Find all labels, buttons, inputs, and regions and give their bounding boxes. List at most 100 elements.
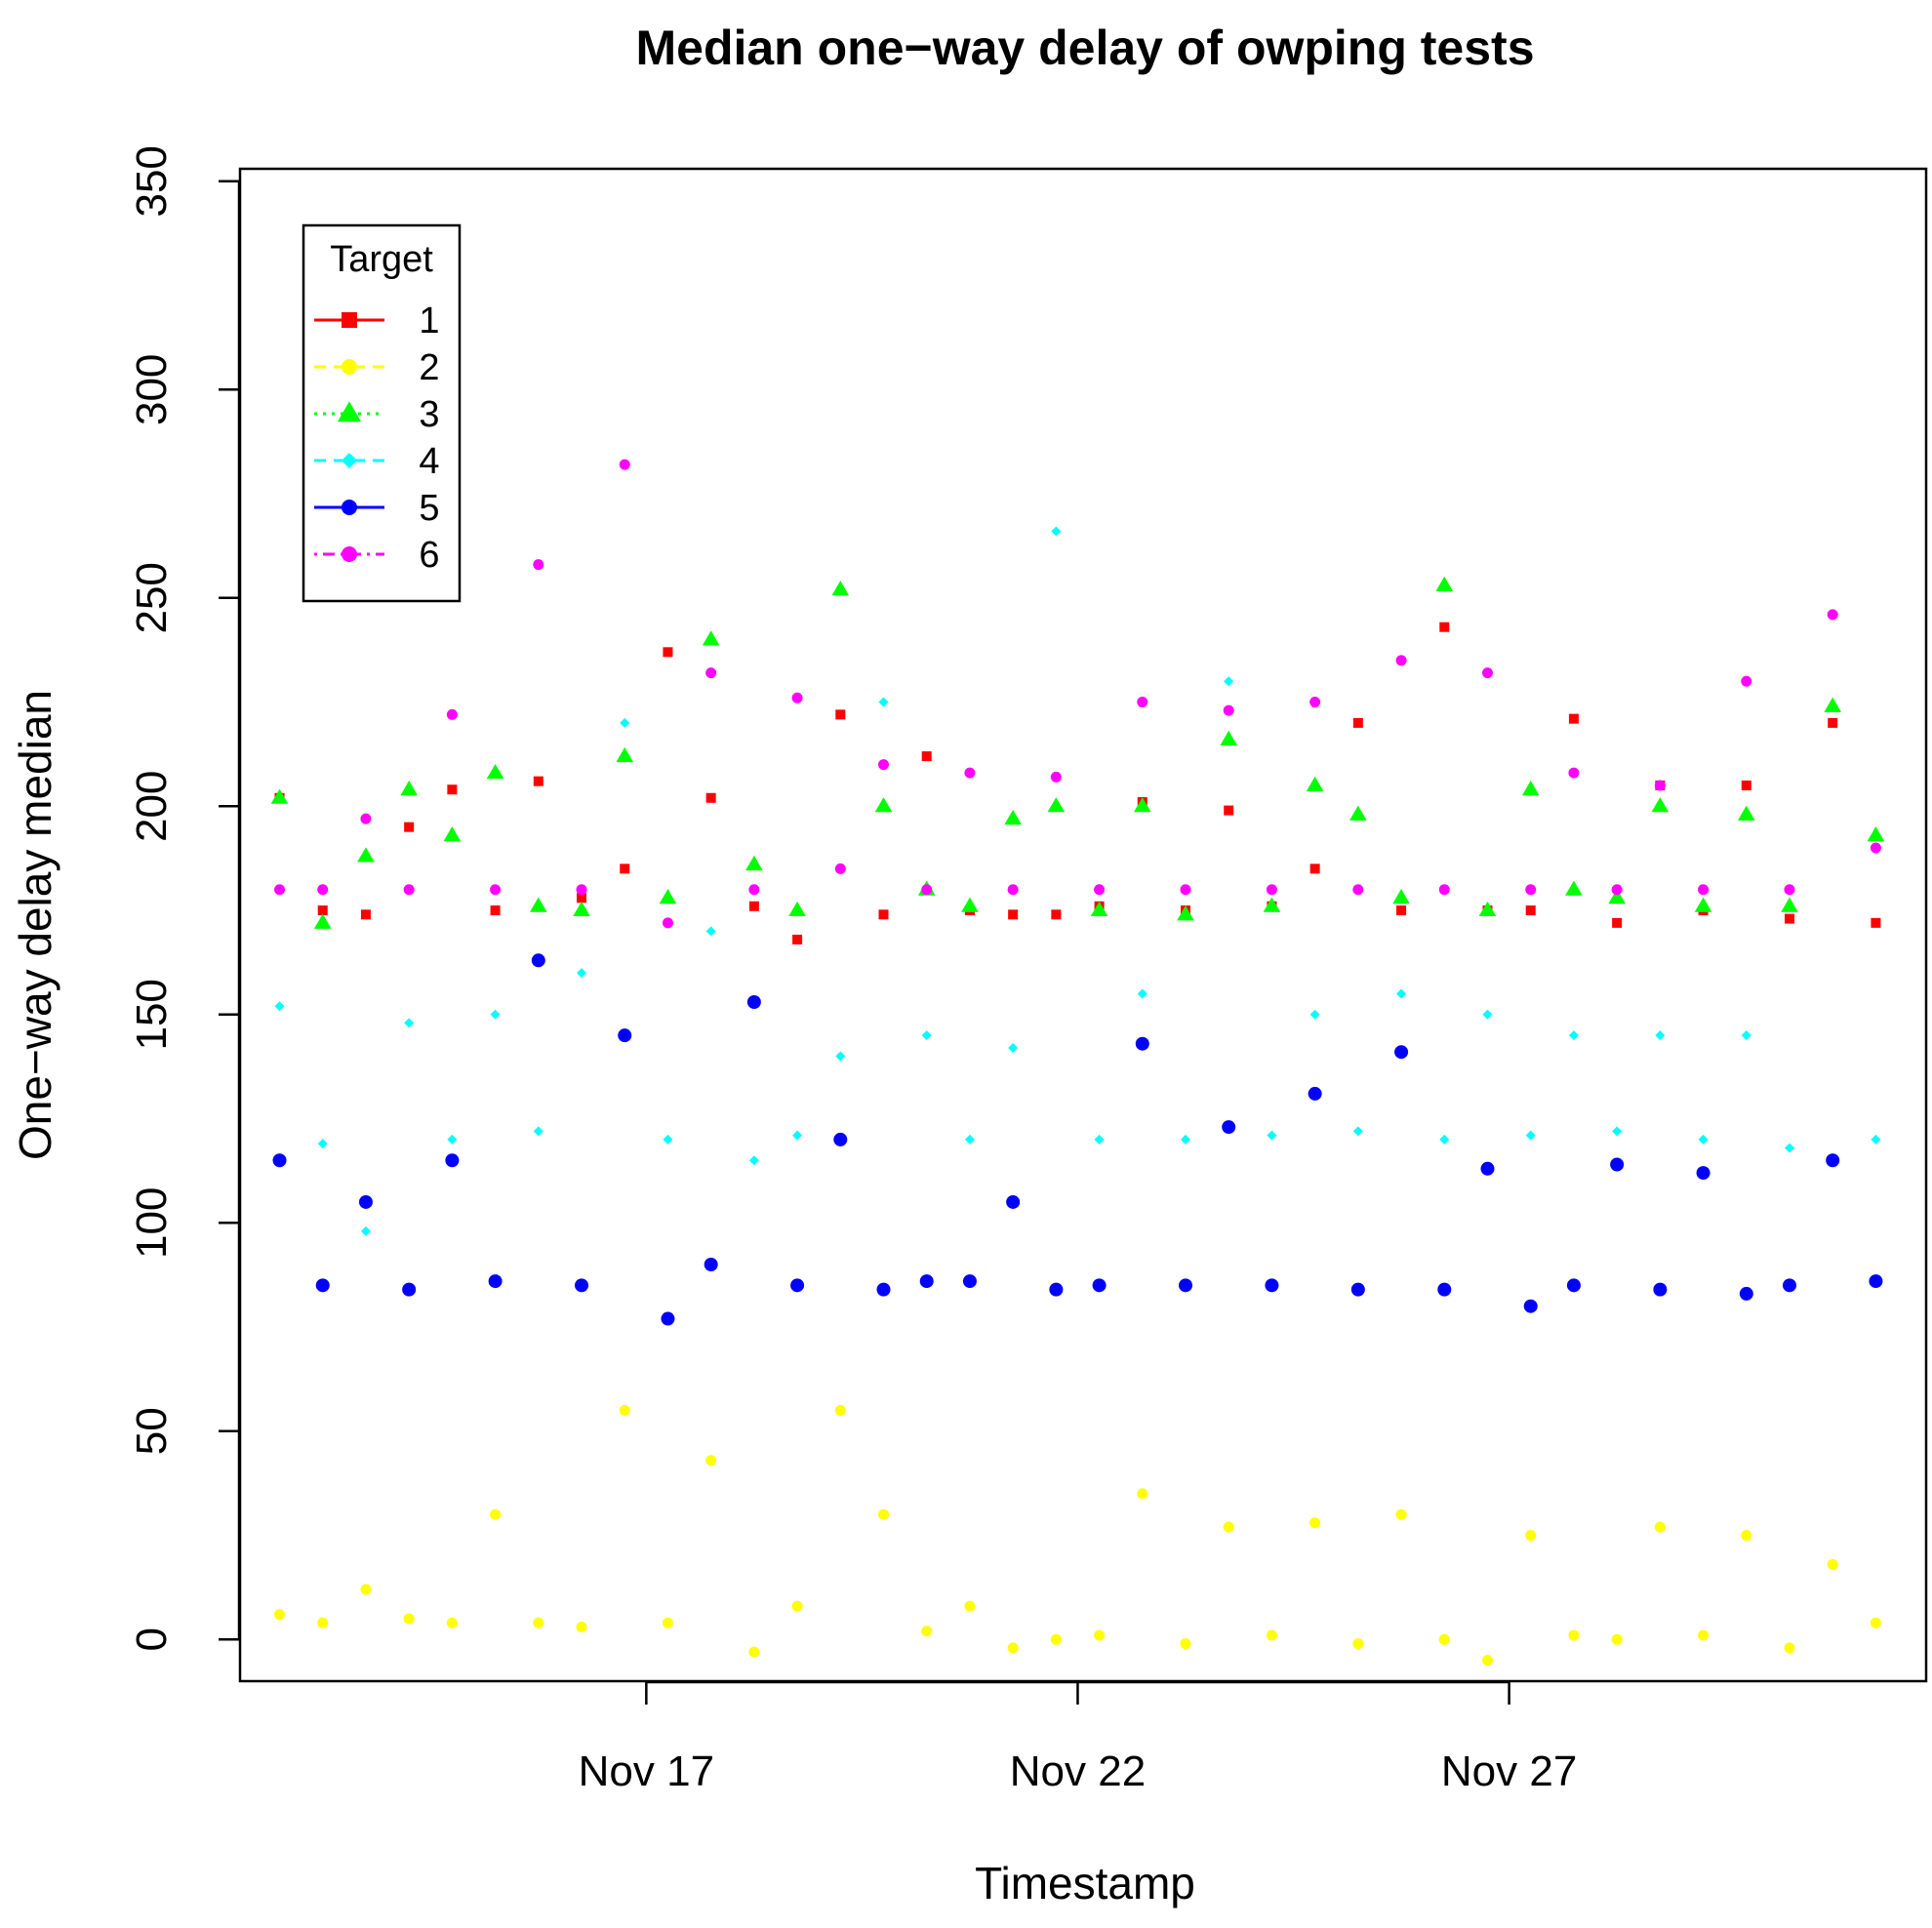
legend: Target 1 2 3 4 5 6	[302, 223, 462, 603]
data-point	[1223, 704, 1234, 716]
data-point	[620, 864, 630, 874]
data-point	[403, 1613, 415, 1625]
data-point	[446, 708, 458, 720]
data-point	[490, 1009, 501, 1020]
data-point	[488, 1274, 503, 1289]
data-point	[1610, 1157, 1625, 1172]
data-point	[317, 905, 328, 916]
data-point	[1309, 1517, 1321, 1529]
data-point	[573, 901, 590, 917]
data-point	[1698, 1629, 1710, 1641]
data-point	[577, 893, 587, 904]
data-point	[1007, 884, 1019, 896]
data-point	[272, 1153, 287, 1168]
data-point	[1394, 1045, 1409, 1060]
data-point	[1781, 897, 1798, 912]
data-point	[1309, 697, 1321, 708]
legend-entry: 6	[314, 535, 440, 576]
data-point	[1439, 1134, 1450, 1145]
data-point	[1525, 905, 1536, 916]
y-axis-title: One−way delay median	[10, 690, 60, 1160]
data-point	[619, 1404, 630, 1416]
data-point	[1137, 1488, 1148, 1500]
data-point	[402, 1282, 417, 1297]
data-point	[878, 1508, 890, 1520]
data-point	[662, 1617, 673, 1628]
data-point	[1525, 1130, 1536, 1141]
data-point	[791, 1600, 803, 1612]
data-point	[748, 901, 759, 911]
legend-box	[302, 223, 462, 603]
legend-label: 1	[419, 301, 439, 341]
data-point	[1308, 1086, 1322, 1101]
data-point	[1352, 1638, 1364, 1650]
data-point	[1047, 797, 1066, 813]
data-point	[274, 1609, 286, 1621]
x-axis: Nov 17 Nov 22 Nov 27	[579, 1680, 1577, 1795]
legend-marker	[342, 546, 357, 562]
data-point	[834, 1404, 846, 1416]
data-point	[1437, 1282, 1452, 1297]
data-point	[1396, 905, 1407, 916]
data-point	[835, 1051, 846, 1062]
data-point	[1094, 1134, 1105, 1145]
x-tick-label: Nov 17	[579, 1747, 714, 1795]
data-point	[313, 913, 332, 929]
data-point	[531, 953, 545, 968]
data-point	[961, 897, 979, 912]
data-point	[1741, 1030, 1751, 1041]
data-point	[1049, 1282, 1064, 1297]
data-point	[1782, 1278, 1796, 1293]
data-point	[659, 889, 677, 904]
data-point	[1784, 1143, 1794, 1153]
data-point	[1008, 909, 1019, 920]
data-point	[1698, 1134, 1709, 1145]
data-point	[1741, 780, 1751, 790]
data-point	[1608, 889, 1626, 904]
data-point	[1653, 1282, 1668, 1297]
data-point	[1223, 1521, 1234, 1533]
data-point	[404, 1018, 415, 1028]
data-point	[446, 1617, 458, 1628]
y-tick-label: 250	[128, 562, 176, 633]
data-point	[964, 767, 976, 779]
data-point	[1349, 805, 1367, 821]
data-point	[315, 1278, 330, 1293]
data-point	[1478, 901, 1497, 917]
data-point	[1826, 1153, 1840, 1168]
data-point	[1439, 622, 1450, 632]
data-point	[360, 1225, 371, 1236]
y-tick-label: 300	[128, 354, 176, 425]
data-point	[1051, 909, 1062, 920]
legend-entry: 2	[314, 347, 440, 388]
legend-marker	[337, 401, 362, 422]
data-point	[876, 1282, 891, 1297]
data-point	[1092, 1278, 1107, 1293]
data-point	[1392, 889, 1410, 904]
x-axis-title: Timestamp	[975, 1858, 1195, 1908]
data-point	[1135, 1036, 1149, 1051]
data-point	[1265, 1278, 1279, 1293]
data-point	[1438, 884, 1450, 896]
data-point	[921, 884, 933, 896]
y-tick-label: 350	[128, 145, 176, 217]
data-point	[1566, 1278, 1581, 1293]
legend-entry: 1	[314, 301, 440, 341]
data-point	[921, 1030, 932, 1041]
data-point	[1651, 797, 1670, 813]
data-point	[620, 717, 630, 728]
data-point	[1352, 884, 1364, 896]
legend-entry: 4	[314, 441, 440, 482]
data-point	[1784, 884, 1795, 896]
data-point	[835, 709, 846, 720]
x-tick-label: Nov 22	[1010, 1747, 1146, 1795]
data-point	[1565, 880, 1583, 896]
data-point	[1267, 1130, 1277, 1141]
series-3	[270, 576, 1885, 929]
data-point	[662, 917, 673, 929]
data-point	[746, 994, 761, 1009]
data-point	[1438, 1633, 1450, 1645]
data-point	[1396, 988, 1407, 999]
data-point	[748, 1646, 760, 1658]
data-point	[270, 788, 289, 804]
